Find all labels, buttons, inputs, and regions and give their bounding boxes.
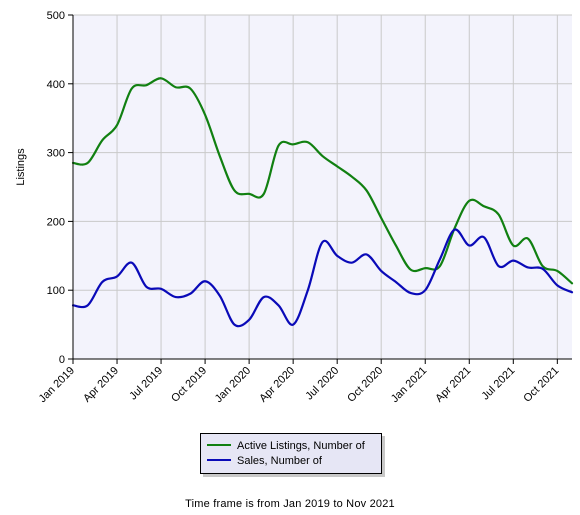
y-tick-label: 200 <box>47 216 65 228</box>
chart-legend: Active Listings, Number of Sales, Number… <box>200 433 382 474</box>
grid-lines <box>68 14 572 364</box>
legend-item-sales: Sales, Number of <box>207 454 322 468</box>
x-tick-labels: Jan 2019 Apr 2019 Jul 2019 Oct 2019 Jan 2020… <box>37 365 562 405</box>
x-tick-label: Oct 2019 <box>169 365 209 405</box>
time-frame-footnote: Time frame is from Jan 2019 to Nov 2021 <box>185 498 395 510</box>
x-tick-label: Oct 2021 <box>521 365 561 405</box>
axes <box>72 15 572 360</box>
x-tick-label: Apr 2020 <box>257 365 297 405</box>
x-tick-label: Jan 2019 <box>37 365 77 405</box>
x-tick-label: Apr 2021 <box>433 365 473 405</box>
x-tick-label: Jul 2021 <box>480 365 518 403</box>
x-tick-label: Jan 2020 <box>213 365 253 405</box>
x-tick-label: Jul 2019 <box>127 365 165 403</box>
legend-swatch-sales <box>207 459 231 462</box>
y-tick-label: 100 <box>47 285 65 297</box>
y-tick-label: 400 <box>47 79 65 91</box>
y-tick-label: 300 <box>47 148 65 160</box>
x-tick-label: Jan 2021 <box>389 365 429 405</box>
legend-item-active-listings: Active Listings, Number of <box>207 439 365 453</box>
x-tick-label: Apr 2019 <box>81 365 121 405</box>
legend-label-active-listings: Active Listings, Number of <box>237 440 365 452</box>
x-tick-label: Oct 2020 <box>345 365 385 405</box>
plot-area <box>73 15 572 359</box>
y-axis-label: Listings <box>15 148 27 186</box>
legend-label-sales: Sales, Number of <box>237 455 322 467</box>
y-tick-label: 500 <box>47 10 65 22</box>
x-tick-label: Jul 2020 <box>303 365 341 403</box>
y-tick-label: 0 <box>59 354 65 366</box>
line-chart: 0 100 200 300 400 500 Jan 2019 Apr 2019 Jul 201… <box>15 10 574 405</box>
series-layer <box>71 77 574 328</box>
y-tick-labels: 0 100 200 300 400 500 <box>47 10 65 366</box>
legend-swatch-active-listings <box>207 444 231 447</box>
